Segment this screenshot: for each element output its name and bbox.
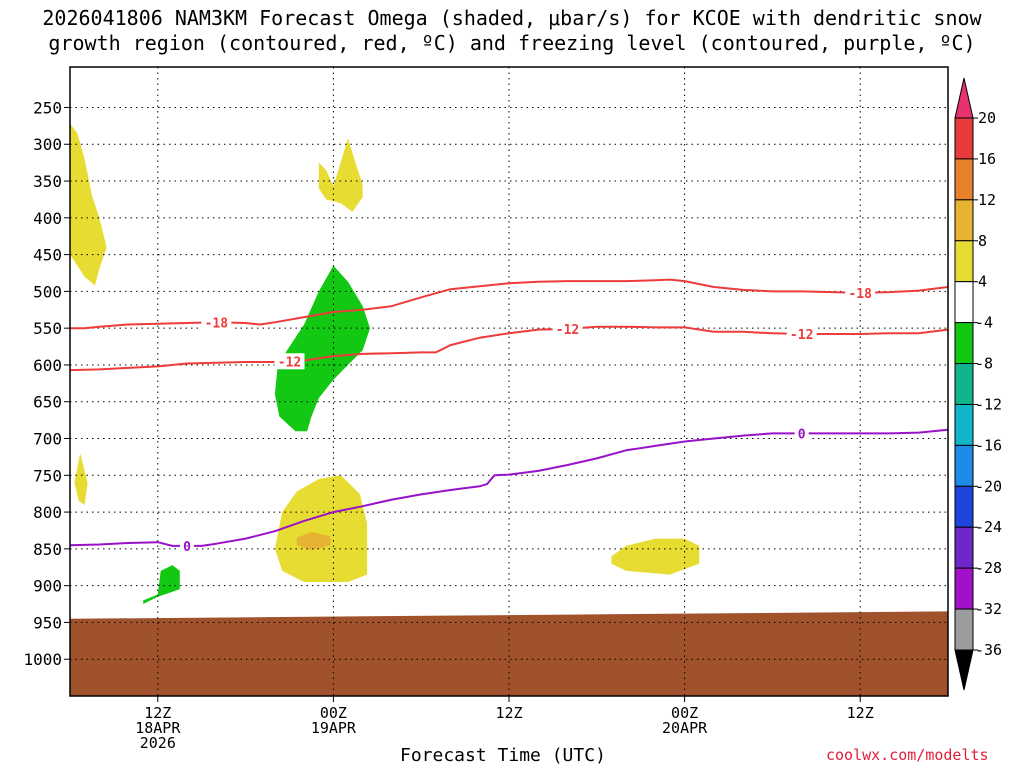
colorbar-bottom-arrow (954, 649, 974, 691)
chart-title: 2026041806 NAM3KM Forecast Omega (shaded… (0, 6, 1024, 56)
colorbar-box-12 (954, 608, 974, 651)
colorbar-label-10: -24 (975, 518, 1002, 536)
ytick-label-500: 500 (33, 282, 62, 301)
colorbar-label-12: -32 (975, 600, 1002, 618)
contour-label-bg--12-50 (786, 326, 817, 343)
colorbar-box-2 (954, 199, 974, 242)
terrain-layer (70, 611, 948, 696)
ytick-label-1000: 1000 (23, 650, 62, 669)
colorbar-box-0 (954, 117, 974, 160)
contour-label--12-34: -12 (556, 323, 579, 338)
colorbar-box-10 (954, 526, 974, 569)
contour-label-bg-0-8 (180, 537, 195, 554)
contour-lines: -18 -18 -12 -12 -12 0 0 (69, 278, 949, 555)
title-line-2: growth region (contoured, red, ºC) and f… (48, 31, 976, 55)
colorbar: 20 16 12 8 4 -4 -8 -12 -16 -20 -24 -28 -32 -36 (954, 77, 1002, 691)
colorbar-top-arrow (954, 77, 974, 119)
shaded-region-omega-plus4-small-left (74, 453, 88, 505)
contour-label-bg--18-10 (201, 314, 232, 331)
contour-label-bg-0-50 (794, 425, 809, 442)
colorbar-label-0: 20 (978, 109, 996, 127)
credit-text: coolwx.com/modelts (826, 746, 989, 764)
xtick-label-54-0: 12Z (847, 704, 874, 722)
shaded-region-omega-plus4-lower-mid (274, 475, 368, 582)
ytick-label-350: 350 (33, 172, 62, 191)
contour-label--18-54: -18 (848, 287, 872, 302)
colorbar-box-11 (954, 567, 974, 610)
ytick-label-250: 250 (33, 98, 62, 117)
colorbar-label-6: -8 (975, 355, 993, 373)
ytick-label-400: 400 (33, 209, 62, 228)
xtick-label-42-1: 20APR (662, 719, 708, 737)
ytick-label-550: 550 (33, 319, 62, 338)
colorbar-label-9: -20 (975, 477, 1002, 495)
shaded-region-omega-plus4-upper-mid (318, 138, 363, 212)
xtick-label-42-0: 00Z (671, 704, 698, 722)
gridlines (70, 67, 948, 696)
xtick-label-18-1: 19APR (311, 719, 357, 737)
colorbar-label-4: 4 (978, 273, 987, 291)
colorbar-box-4 (954, 281, 974, 324)
x-axis-label: Forecast Time (UTC) (400, 745, 606, 766)
colorbar-box-1 (954, 158, 974, 201)
ytick-label-750: 750 (33, 466, 62, 485)
ytick-label-300: 300 (33, 135, 62, 154)
contour-label-bg--12-15 (274, 353, 305, 370)
contour-label-bg--12-34 (552, 320, 583, 337)
xtick-label-30-0: 12Z (495, 704, 522, 722)
colorbar-label-5: -4 (975, 314, 993, 332)
shaded-region-omega-plus8-lower-mid (296, 531, 331, 551)
ytick-label-650: 650 (33, 393, 62, 412)
colorbar-label-1: 16 (978, 150, 996, 168)
colorbar-box-6 (954, 363, 974, 405)
contour-label-bg--18-54 (845, 284, 876, 301)
terrain-fill (70, 611, 948, 696)
colorbar-label-7: -12 (975, 395, 1002, 413)
xtick-label-18-0: 00Z (320, 704, 347, 722)
ytick-label-600: 600 (33, 356, 62, 375)
shaded-region-omega-minus4-green-mid (274, 265, 370, 432)
ytick-label-850: 850 (33, 540, 62, 559)
ytick-label-800: 800 (33, 503, 62, 522)
shaded-region-omega-plus4-lower-right (611, 538, 700, 575)
contour-label--12-50: -12 (790, 328, 813, 343)
colorbar-box-3 (954, 240, 974, 283)
ytick-label-950: 950 (33, 613, 62, 632)
colorbar-label-8: -16 (975, 436, 1002, 454)
shaded-region-omega-plus4-upper-left (70, 123, 107, 286)
shaded-region-omega-minus4-green-small (143, 565, 180, 604)
contour-label-0-8: 0 (183, 540, 191, 555)
colorbar-label-13: -36 (975, 641, 1002, 659)
title-line-1: 2026041806 NAM3KM Forecast Omega (shaded… (42, 6, 982, 30)
xtick-label-6-1: 18APR (135, 719, 181, 737)
xtick-label-6-2: 2026 (140, 734, 176, 752)
ytick-label-900: 900 (33, 577, 62, 596)
contour-label--18-10: -18 (205, 316, 229, 331)
axes: 250 300 350 400 450 500 550 600 650 700 750 800 850 9… (23, 98, 873, 752)
colorbar-box-5 (954, 322, 974, 365)
colorbar-box-8 (954, 444, 974, 487)
contour-label--12-15: -12 (278, 355, 301, 370)
colorbar-label-3: 8 (978, 232, 987, 250)
colorbar-label-2: 12 (978, 191, 996, 209)
colorbar-box-7 (954, 403, 974, 446)
ytick-label-700: 700 (33, 430, 62, 449)
omega-shading (70, 123, 700, 604)
xtick-label-6-0: 12Z (144, 704, 171, 722)
contour-line-freezing-0 (69, 428, 949, 547)
colorbar-box-9 (954, 485, 974, 528)
ytick-label-450: 450 (33, 246, 62, 265)
colorbar-label-11: -28 (975, 559, 1002, 577)
contour-label-0-50: 0 (798, 427, 806, 442)
